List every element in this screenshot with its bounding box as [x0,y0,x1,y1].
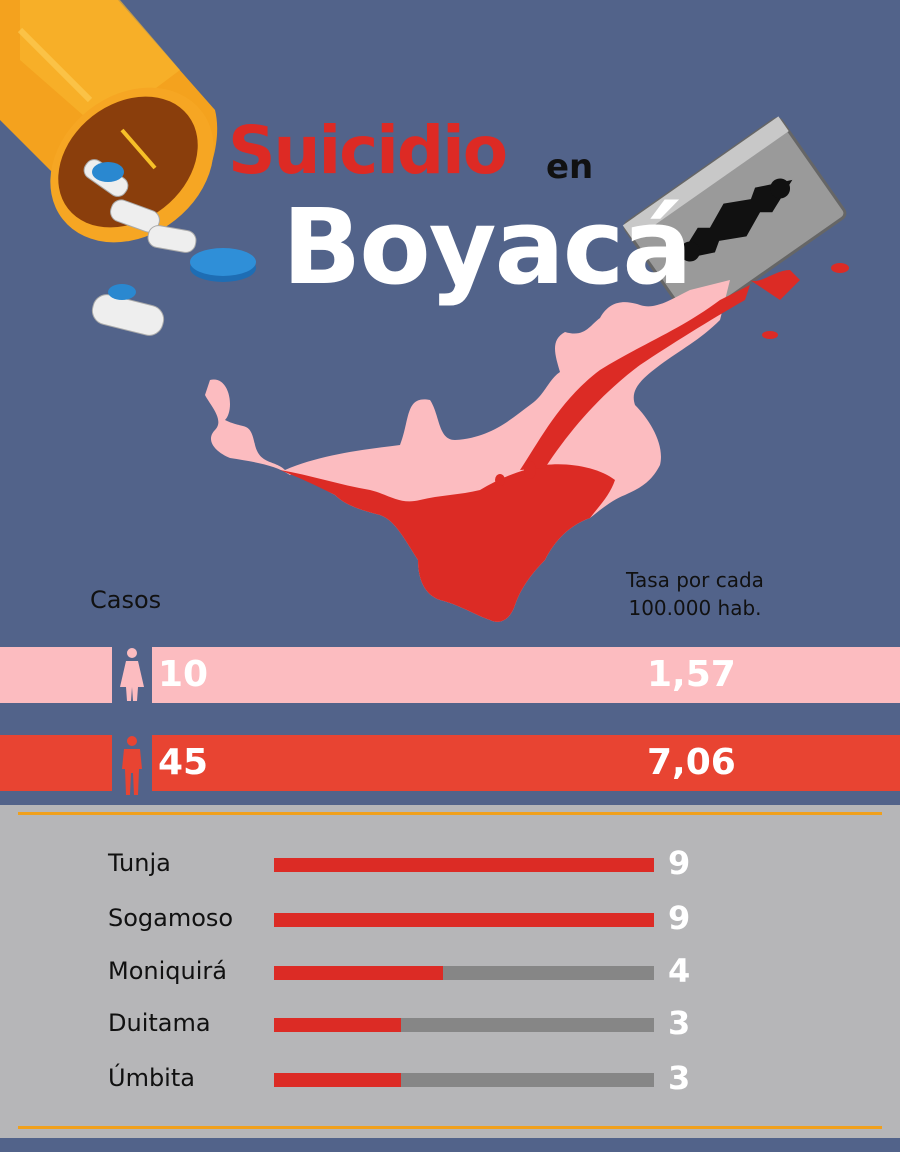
data-label: 9 [668,899,691,937]
bar-track [274,1073,654,1087]
data-label: 3 [668,1004,691,1042]
city-label: Sogamoso [108,904,234,932]
pill-bottle-icon [0,0,218,243]
city-label: Tunja [108,849,171,877]
city-label: Moniquirá [108,957,227,985]
bar [274,1073,401,1087]
bar [274,1018,401,1032]
bar [274,858,654,872]
bar-track [274,913,654,927]
bar [274,966,443,980]
razor-blade-icon [622,116,847,323]
bar [274,913,654,927]
bar-track [274,1018,654,1032]
female-cases: 10 [158,654,209,695]
title-place: Boyacá [282,186,693,308]
female-icon [120,648,144,701]
divider-top [18,812,882,815]
male-cases: 45 [158,742,209,783]
data-label: 3 [668,1059,691,1097]
divider-bottom [18,1126,882,1129]
title-main: Suicidio [228,112,508,189]
pill-icon [83,159,256,336]
title-connector: en [546,147,594,187]
male-rate: 7,06 [647,742,736,783]
rate-label: Tasa por cada 100.000 hab. [626,568,764,620]
boyaca-map-icon [205,263,849,622]
bar-track [274,966,654,980]
data-label: 4 [668,952,691,990]
city-label: Duitama [108,1009,211,1037]
male-icon [122,736,142,795]
male-band: 45 7,06 [0,735,900,795]
data-label: 9 [668,844,691,882]
female-rate: 1,57 [647,654,736,695]
bar-track [274,858,654,872]
cases-label: Casos [90,586,162,614]
female-band: 10 1,57 [0,647,900,703]
city-label: Úmbita [108,1064,195,1092]
